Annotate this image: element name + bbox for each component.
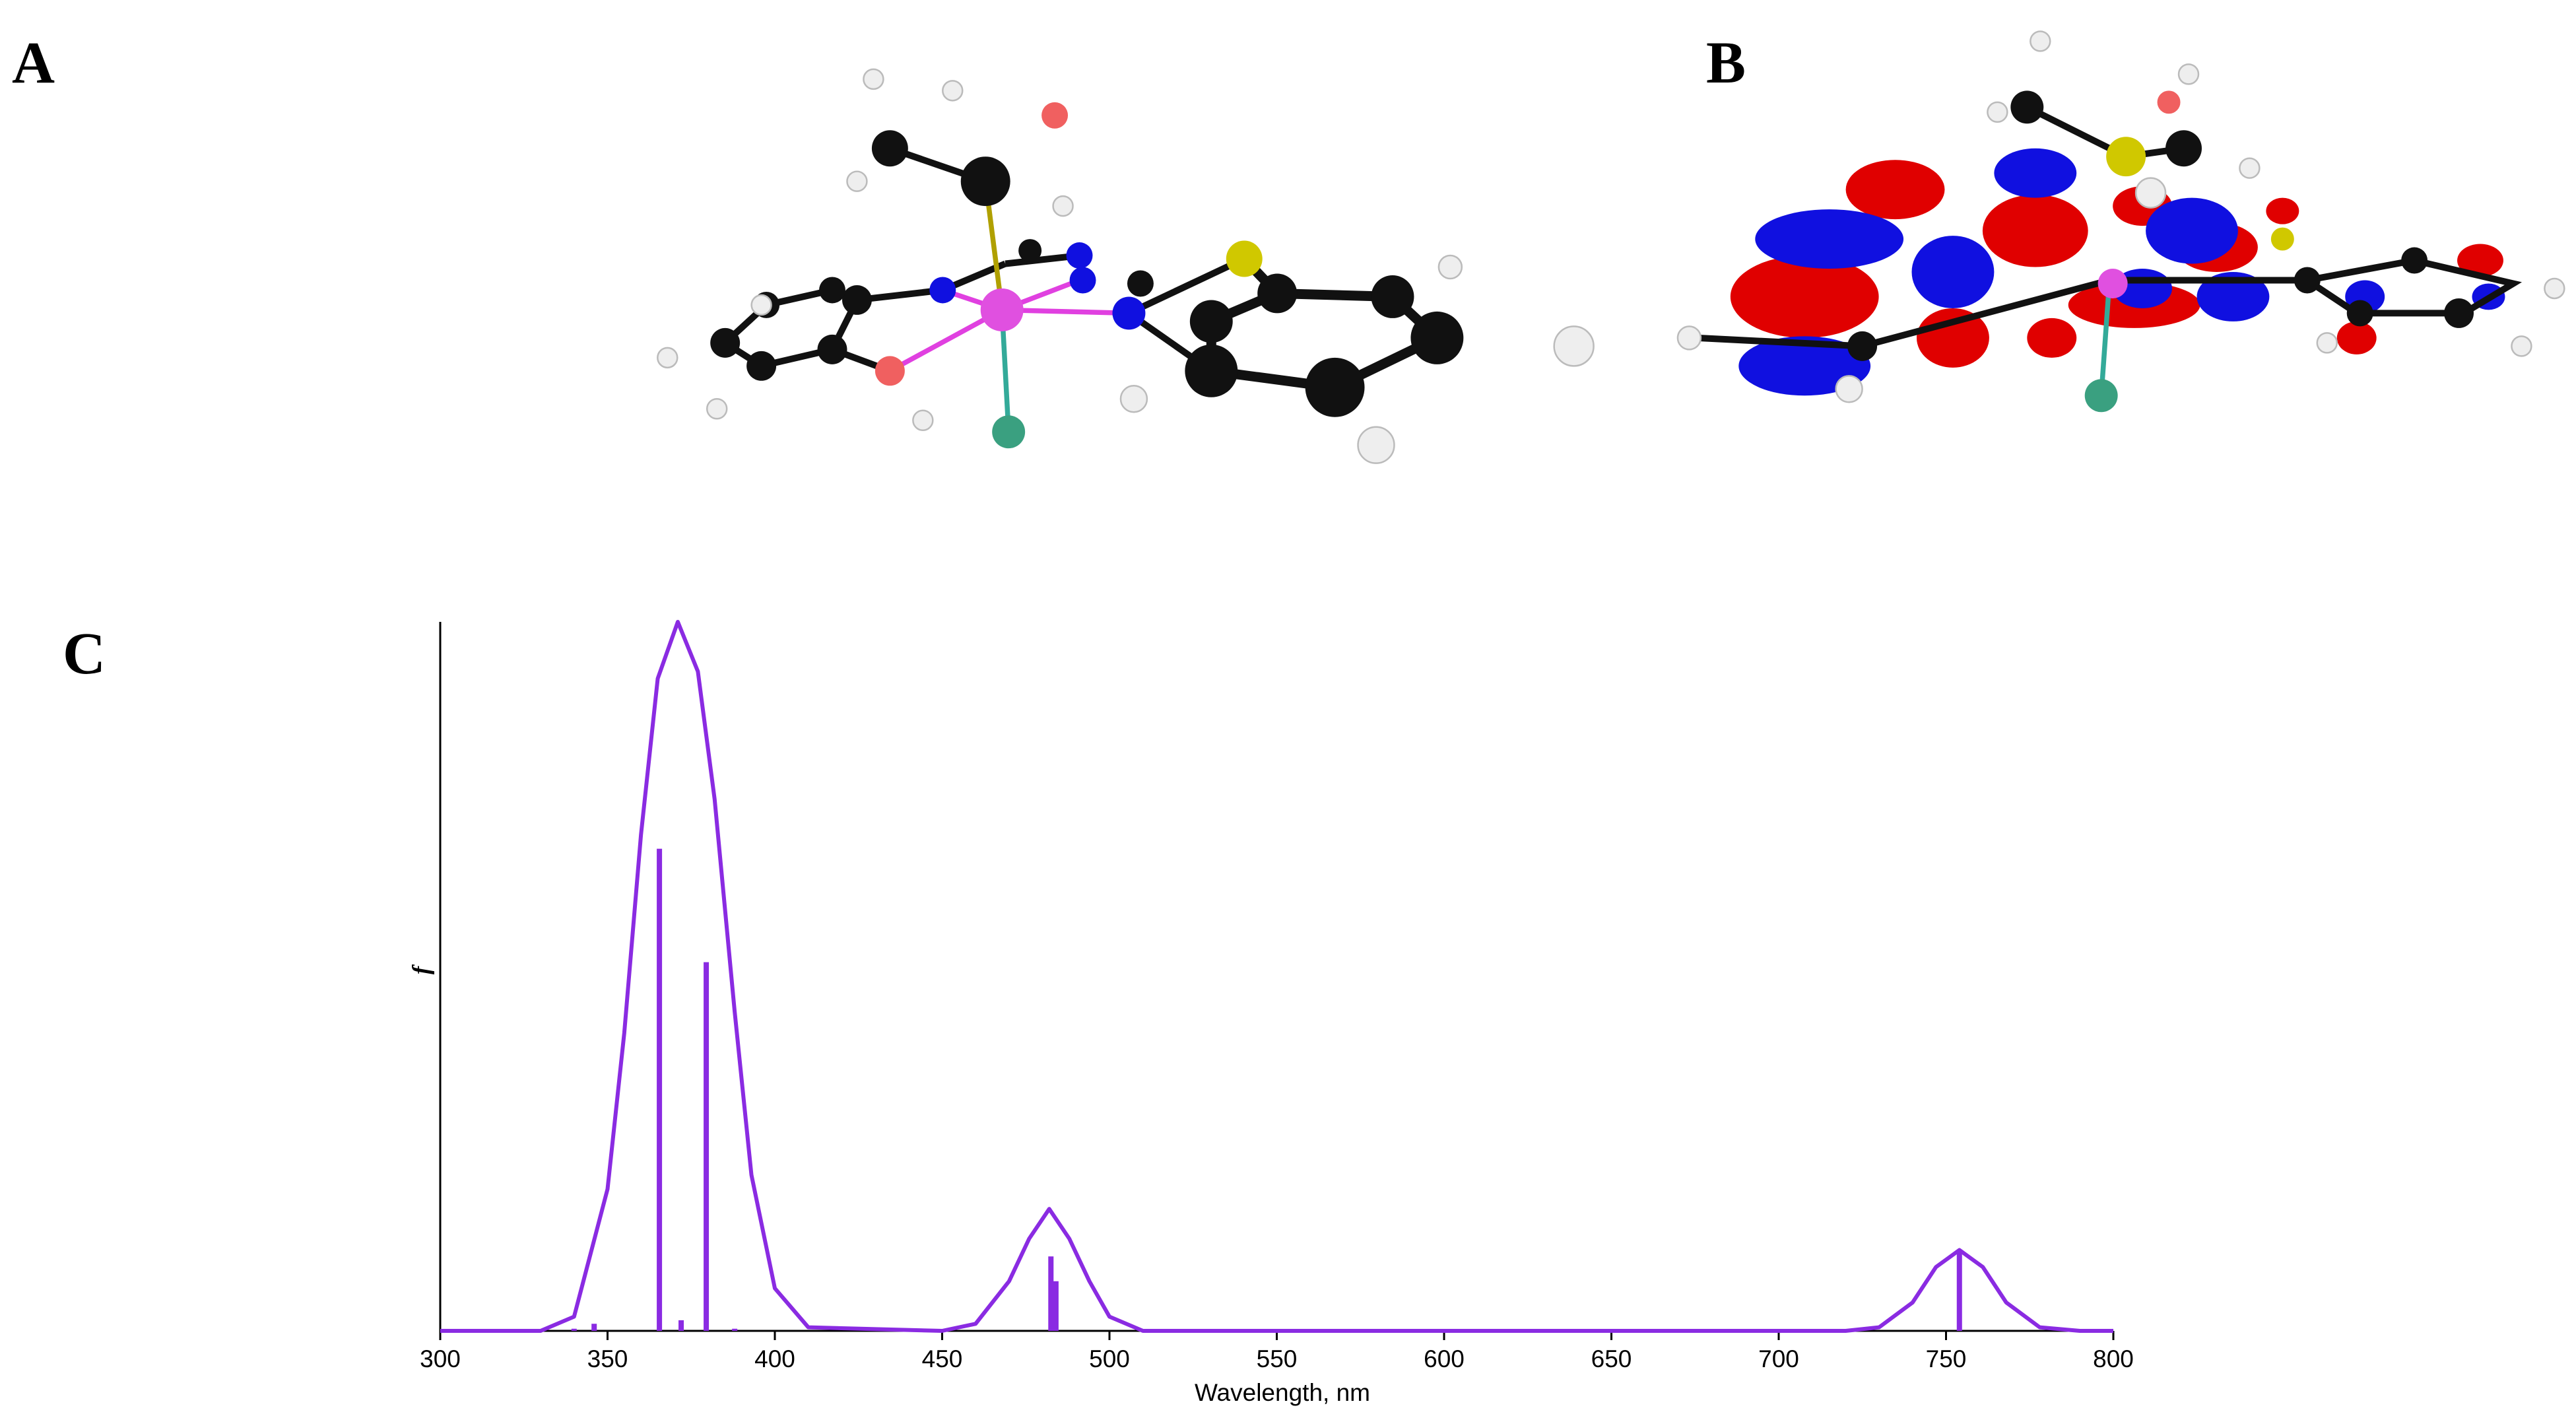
panel-label: C: [63, 621, 106, 687]
x-tick-label: 650: [1591, 1345, 1632, 1372]
x-tick-label: 800: [2093, 1345, 2134, 1372]
transition-stick: [571, 1328, 577, 1331]
transition-stick: [1956, 1250, 1962, 1331]
transition-stick: [591, 1324, 597, 1331]
x-tick-label: 400: [754, 1345, 795, 1372]
x-tick-label: 300: [420, 1345, 461, 1372]
orbital-plot: [1676, 30, 2565, 413]
x-tick-label: 500: [1089, 1345, 1130, 1372]
transition-stick: [657, 848, 663, 1331]
molecule-structure: [657, 68, 1595, 464]
transition-stick: [1048, 1256, 1054, 1331]
x-tick-label: 600: [1424, 1345, 1465, 1372]
spectrum-envelope: [440, 620, 2113, 1333]
transition-stick: [678, 1320, 684, 1331]
x-tick-label: 700: [1758, 1345, 1799, 1372]
transition-stick: [704, 962, 710, 1331]
x-tick-label: 550: [1257, 1345, 1298, 1372]
x-tick-label: 450: [922, 1345, 963, 1372]
x-axis-label: Wavelength, nm: [1195, 1379, 1370, 1406]
x-tick-label: 750: [1926, 1345, 1967, 1372]
x-tick-label: 350: [587, 1345, 628, 1372]
panel-label: B: [1706, 30, 1746, 96]
transition-stick: [1053, 1281, 1059, 1331]
y-axis-label: f: [408, 964, 435, 974]
spectrum-chart: Wavelength, nm f: [408, 964, 1370, 1406]
transition-stick: [732, 1328, 738, 1331]
panel-label: A: [12, 30, 55, 96]
